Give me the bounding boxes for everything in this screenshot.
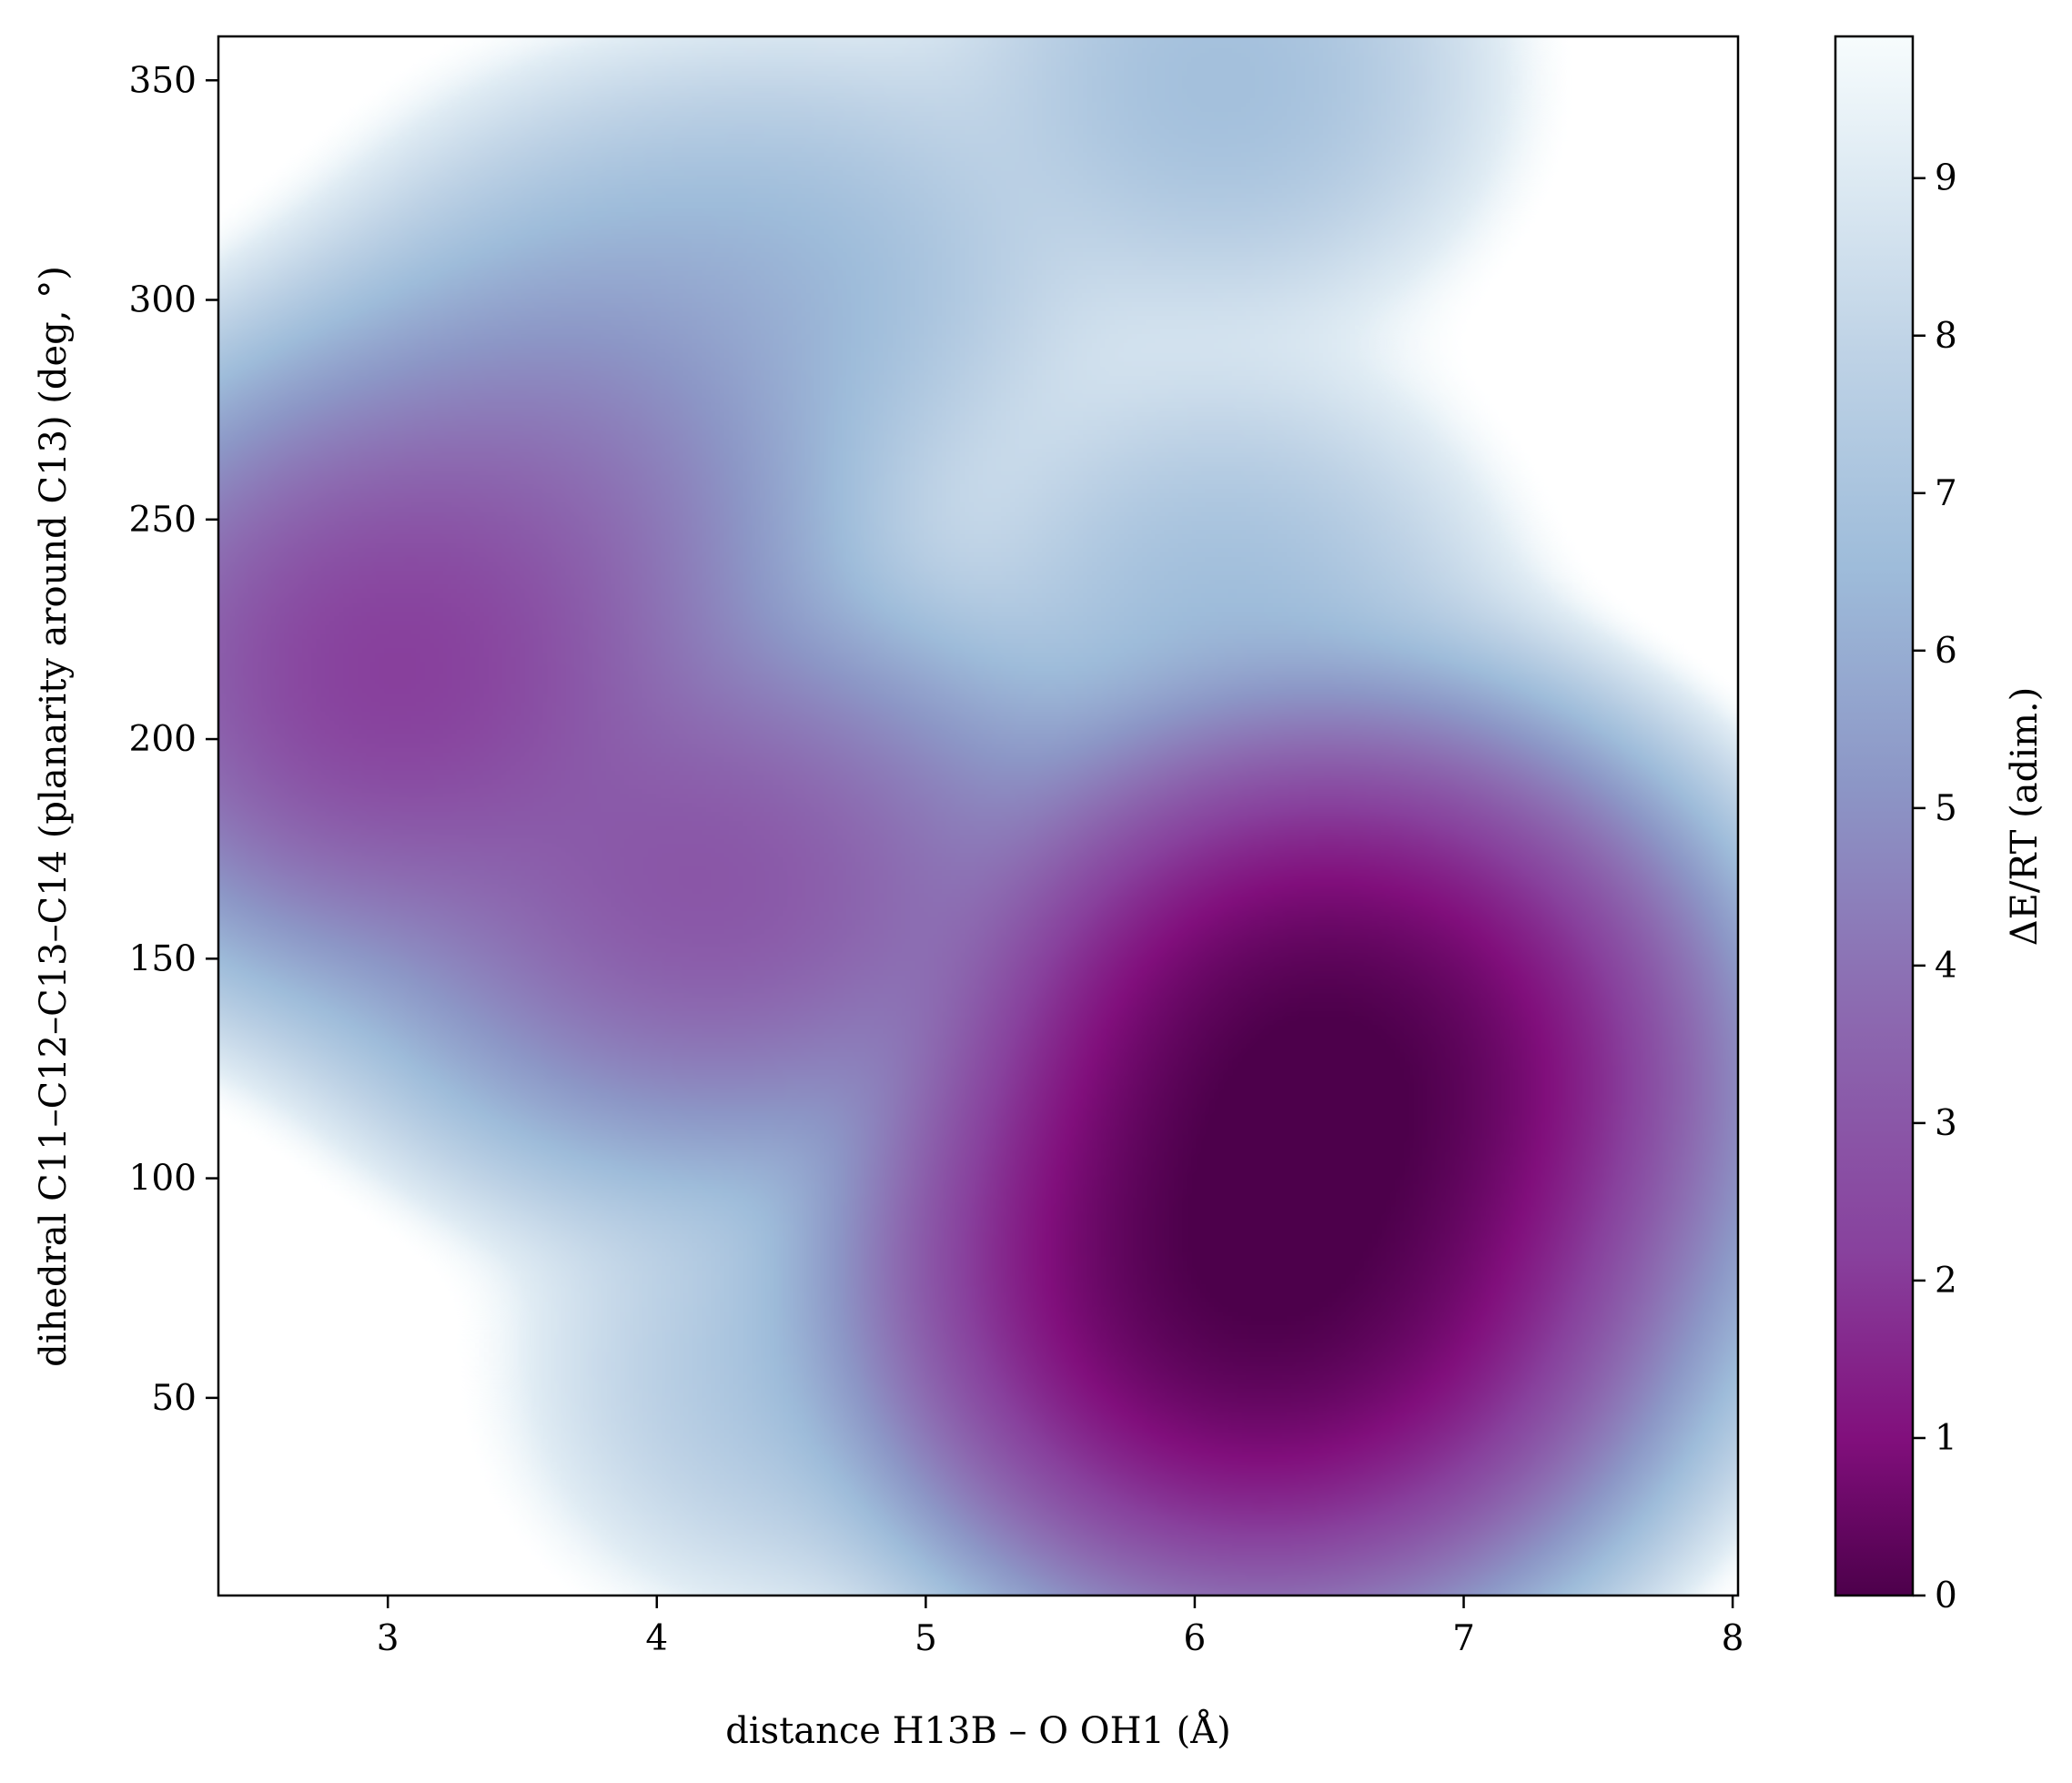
x-tick-label: 5 xyxy=(915,1618,937,1659)
x-tick-label: 8 xyxy=(1722,1618,1744,1659)
y-tick-label: 350 xyxy=(129,60,197,101)
y-axis: 50 100 150 200 250 300 350 xyxy=(129,60,218,1419)
colorbar xyxy=(1834,35,1915,1597)
plot-frame xyxy=(217,35,1740,1597)
x-tick-label: 3 xyxy=(377,1618,399,1659)
colorbar-tick-label: 7 xyxy=(1935,473,1957,514)
colorbar-tick-label: 1 xyxy=(1935,1418,1957,1459)
y-tick-label: 150 xyxy=(129,938,197,979)
colorbar-tick-label: 2 xyxy=(1935,1261,1957,1302)
x-tick-label: 4 xyxy=(645,1618,668,1659)
y-tick-label: 250 xyxy=(129,500,197,541)
colorbar-tick-label: 5 xyxy=(1935,788,1957,829)
x-axis-label: distance H13B – O OH1 (Å) xyxy=(725,1709,1230,1752)
colorbar-tick-label: 0 xyxy=(1935,1575,1957,1616)
y-tick-label: 300 xyxy=(129,280,197,321)
colorbar-tick-label: 4 xyxy=(1935,946,1957,987)
y-tick-label: 50 xyxy=(151,1378,197,1419)
colorbar-tick-label: 3 xyxy=(1935,1103,1957,1144)
y-tick-label: 200 xyxy=(129,719,197,760)
x-tick-label: 7 xyxy=(1452,1618,1475,1659)
colorbar-tick-label: 8 xyxy=(1935,316,1957,357)
colorbar-axis: 0 1 2 3 4 5 6 7 8 9 xyxy=(1913,158,1957,1616)
colorbar-tick-label: 9 xyxy=(1935,158,1957,199)
y-axis-label: dihedral C11–C12–C13–C14 (planarity arou… xyxy=(33,266,75,1367)
colorbar-tick-label: 6 xyxy=(1935,631,1957,672)
x-axis: 3 4 5 6 7 8 xyxy=(377,1596,1744,1659)
y-tick-label: 100 xyxy=(129,1159,197,1200)
colorbar-label: ΔE/RT (adim.) xyxy=(2004,687,2046,946)
x-tick-label: 6 xyxy=(1184,1618,1207,1659)
energy-heatmap xyxy=(218,36,1738,1596)
